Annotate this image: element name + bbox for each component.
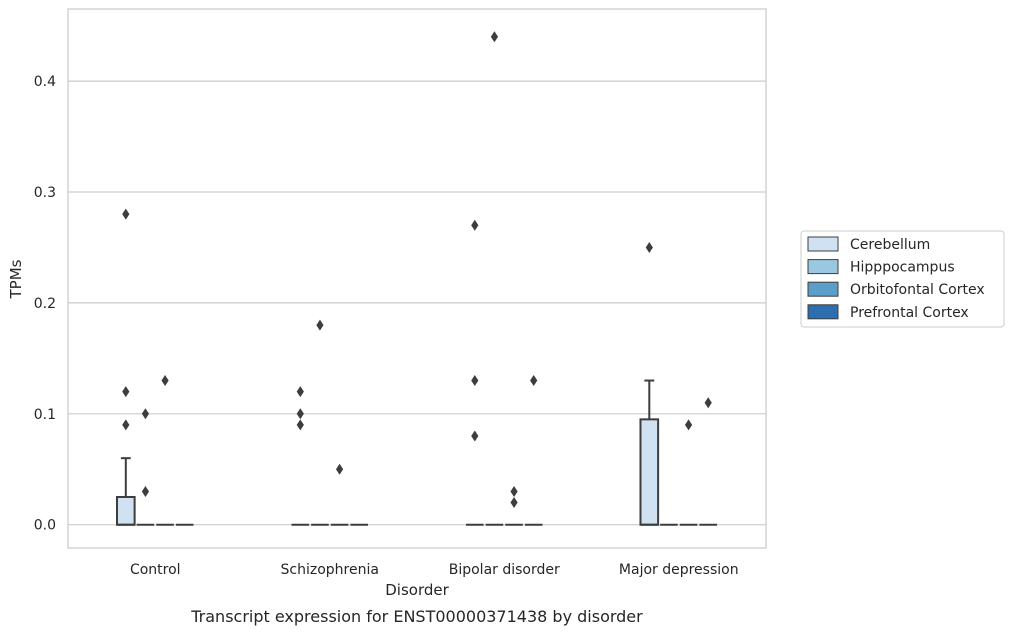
box-1-1 [311,319,329,526]
box-0-1 [136,408,155,526]
x-tick-labels: Control Schizophrenia Bipolar disorder Majo… [130,562,739,578]
legend-swatch [807,236,839,252]
x-axis-label: Disorder [385,581,449,599]
outlier-point [335,463,344,475]
outlier-point [141,485,150,497]
outlier-point [530,375,538,387]
chart-caption: Transcript expression for ENST0000037143… [190,607,643,626]
legend-label: Prefrontal Cortex [850,305,969,321]
box-2-1 [485,31,504,526]
y-tick-labels: 0.0 0.1 0.2 0.3 0.4 [34,74,56,534]
outlier-point [141,408,150,420]
box-1-0 [291,386,310,526]
box-0-2 [156,375,174,526]
outlier-point [471,430,479,442]
outlier-point [490,31,499,43]
box-rect [639,418,660,526]
y-tick-label: 0.2 [34,296,56,312]
y-tick-label: 0.3 [34,185,56,201]
legend-label: Hipppocampus [850,260,955,276]
x-tick-label: Major depression [619,562,739,578]
boxes [115,31,718,526]
legend-swatch [807,281,839,297]
legend-items: Cerebellum Hipppocampus Orbitofontal Corte… [807,236,985,321]
outlier-point [510,497,518,509]
legend-frame [800,230,1005,328]
outlier-point [471,219,479,231]
outlier-point [684,419,693,431]
box-1-2 [330,463,349,526]
legend-label: Cerebellum [850,237,930,253]
x-tick-label: Control [130,562,181,578]
y-tick-label: 0.0 [34,518,56,534]
box-2-2 [505,485,523,526]
y-axis-label: TPMs [7,259,25,299]
box-3-0 [639,241,660,526]
box-3-3 [699,397,718,526]
outlier-point [296,419,304,431]
legend-swatch [807,304,839,320]
box-rect [115,495,136,526]
y-tick-label: 0.4 [34,74,56,90]
box-2-0 [465,219,484,526]
x-tick-label: Schizophrenia [281,562,379,578]
box-3-2 [679,419,698,526]
legend-label: Orbitofontal Cortex [850,282,985,298]
outlier-point [510,485,518,497]
plot-area-frame [67,8,767,549]
outlier-point [161,375,169,387]
y-tick-label: 0.1 [34,407,56,423]
outlier-point [122,208,130,220]
outlier-point [296,386,304,398]
outlier-point [316,319,324,331]
grid-lines [68,80,766,526]
outlier-point [122,419,130,431]
outlier-point [122,386,130,398]
outlier-point [645,241,653,253]
legend-swatch [807,259,839,275]
outlier-point [471,375,479,387]
box-0-0 [115,208,136,526]
x-tick-label: Bipolar disorder [449,562,560,578]
box-2-3 [524,375,543,526]
legend: Cerebellum Hipppocampus Orbitofontal Corte… [800,230,1005,328]
outlier-point [704,397,712,409]
outlier-point [296,408,304,420]
